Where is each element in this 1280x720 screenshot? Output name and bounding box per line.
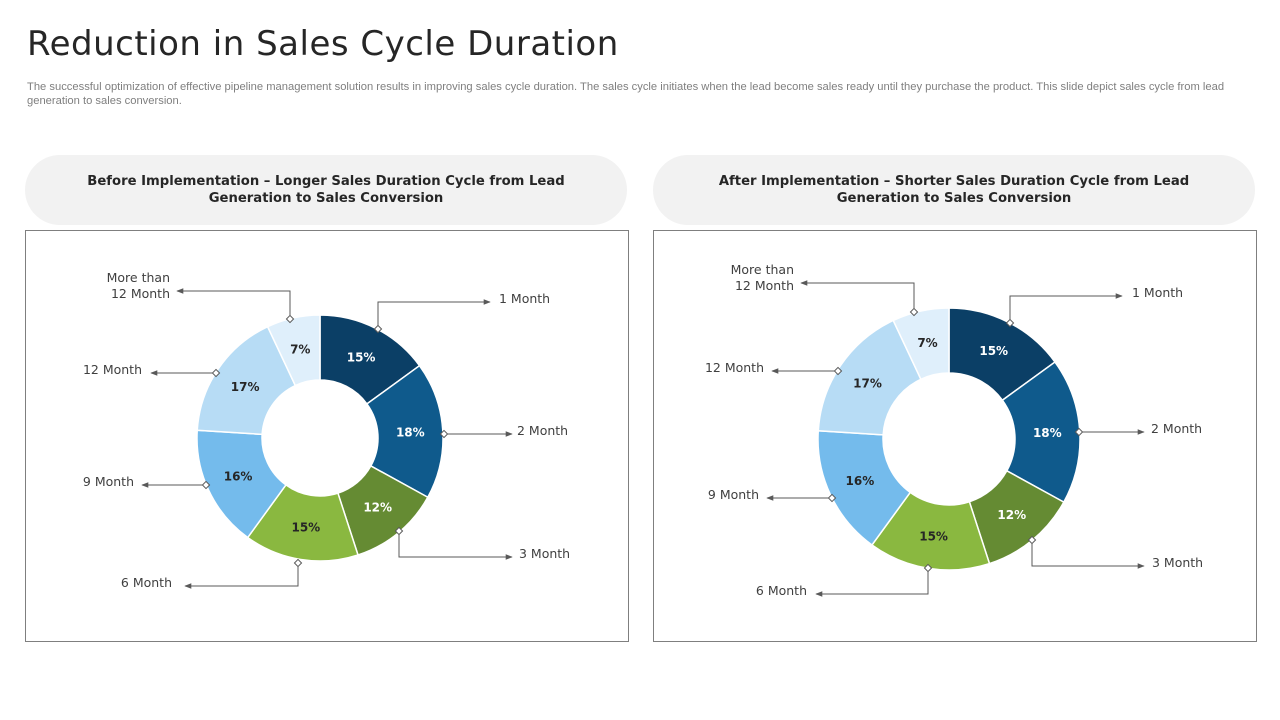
callout-line-1-month bbox=[377, 299, 491, 329]
slice-value-label: 7% bbox=[917, 336, 937, 350]
slice-value-label: 16% bbox=[224, 470, 253, 484]
callout-line-3-month bbox=[398, 531, 513, 560]
callout-marker bbox=[211, 368, 221, 378]
donut-slice-2-month bbox=[365, 364, 444, 499]
category-label-9-month: 9 Month bbox=[83, 474, 134, 489]
category-label-12-month: 12 Month bbox=[83, 362, 142, 377]
callout-marker bbox=[1005, 318, 1015, 328]
slice-value-label: 18% bbox=[1033, 426, 1062, 440]
donut-slice-more-than-12-month bbox=[266, 314, 321, 387]
category-label-1-month: 1 Month bbox=[499, 291, 550, 306]
after-donut-chart: 15% 18% 12% 15% 16% 17% 7% 1 Month 2 Month 3 Mont… bbox=[705, 262, 1203, 598]
slice-value-label: 12% bbox=[363, 501, 392, 515]
before-donut-chart: 15% 18% 12% 15% 16% 17% 7% 1 Month 2 Month 3 Mont… bbox=[83, 270, 570, 590]
callout-line-6-month bbox=[184, 563, 299, 589]
category-label-more-than-12-month: More than 12 Month bbox=[107, 270, 170, 301]
callout-marker bbox=[373, 324, 383, 334]
slice-value-label: 15% bbox=[919, 529, 948, 543]
callout-marker bbox=[201, 480, 211, 490]
slice-value-label: 17% bbox=[231, 380, 260, 394]
slice-value-label: 17% bbox=[853, 377, 882, 391]
callout-line-more-than-12-month bbox=[800, 280, 915, 312]
before-chart-panel: 15% 18% 12% 15% 16% 17% 7% 1 Month 2 Month 3 Mont… bbox=[25, 230, 629, 642]
slice-value-label: 7% bbox=[290, 343, 310, 357]
callout-line-3-month bbox=[1031, 540, 1145, 569]
callout-line-more-than-12-month bbox=[176, 288, 291, 319]
callout-marker bbox=[285, 314, 295, 324]
callout-line-6-month bbox=[815, 568, 929, 597]
slice-value-label: 15% bbox=[291, 520, 320, 534]
callout-marker bbox=[439, 429, 449, 439]
category-label-3-month: 3 Month bbox=[519, 546, 570, 561]
category-label-2-month: 2 Month bbox=[517, 423, 568, 438]
callout-marker bbox=[1074, 427, 1084, 437]
category-label-6-month: 6 Month bbox=[756, 583, 807, 598]
slice-value-label: 18% bbox=[396, 425, 425, 439]
callout-line-1-month bbox=[1009, 293, 1123, 323]
callout-marker bbox=[1027, 535, 1037, 545]
slice-value-label: 12% bbox=[997, 508, 1026, 522]
category-label-12-month: 12 Month bbox=[705, 360, 764, 375]
page-subtitle: The successful optimization of effective… bbox=[27, 81, 1225, 107]
slice-value-label: 16% bbox=[846, 474, 875, 488]
callout-marker bbox=[394, 526, 404, 536]
after-chart-title: After Implementation – Shorter Sales Dur… bbox=[653, 155, 1255, 225]
callout-marker bbox=[909, 307, 919, 317]
callout-marker bbox=[923, 563, 933, 573]
before-chart-title: Before Implementation – Longer Sales Dur… bbox=[25, 155, 627, 225]
callout-marker bbox=[293, 558, 303, 568]
slice-value-label: 15% bbox=[979, 344, 1008, 358]
category-label-6-month: 6 Month bbox=[121, 575, 172, 590]
category-label-9-month: 9 Month bbox=[708, 487, 759, 502]
category-label-3-month: 3 Month bbox=[1152, 555, 1203, 570]
page-title: Reduction in Sales Cycle Duration bbox=[27, 24, 619, 64]
after-chart-panel: 15% 18% 12% 15% 16% 17% 7% 1 Month 2 Month 3 Mont… bbox=[653, 230, 1257, 642]
callout-marker bbox=[833, 366, 843, 376]
category-label-2-month: 2 Month bbox=[1151, 421, 1202, 436]
donut-slice-more-than-12-month bbox=[892, 307, 950, 381]
slice-value-label: 15% bbox=[347, 350, 376, 364]
callout-marker bbox=[827, 493, 837, 503]
category-label-more-than-12-month: More than 12 Month bbox=[731, 262, 794, 293]
category-label-1-month: 1 Month bbox=[1132, 285, 1183, 300]
donut-slice-12-month bbox=[196, 325, 297, 436]
